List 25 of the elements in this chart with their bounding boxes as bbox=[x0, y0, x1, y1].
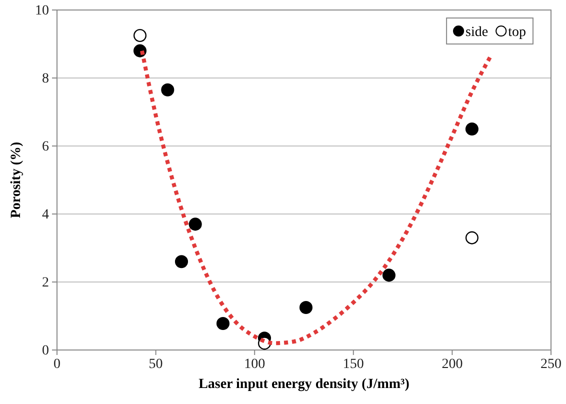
y-tick-label: 8 bbox=[42, 71, 49, 86]
x-axis-title: Laser input energy density (J/mm³) bbox=[198, 377, 410, 392]
y-tick-label: 0 bbox=[42, 343, 49, 358]
y-tick-label: 4 bbox=[42, 207, 49, 222]
y-tick-label: 2 bbox=[42, 275, 49, 290]
y-tick-label: 6 bbox=[42, 139, 49, 154]
x-tick-label: 50 bbox=[148, 356, 163, 372]
point bbox=[465, 231, 478, 244]
x-tick-label: 100 bbox=[244, 356, 266, 372]
point bbox=[133, 28, 147, 42]
point bbox=[188, 218, 202, 231]
point bbox=[299, 300, 312, 314]
legend-label: top bbox=[508, 25, 526, 40]
point bbox=[216, 316, 230, 330]
x-tick-label: 250 bbox=[540, 356, 562, 372]
x-tick-label: 0 bbox=[54, 356, 60, 372]
x-tick-label: 200 bbox=[442, 356, 463, 372]
point bbox=[161, 83, 174, 96]
point bbox=[174, 255, 188, 268]
x-tick-label: 150 bbox=[342, 356, 364, 372]
y-axis-title: Porosity (%) bbox=[9, 141, 24, 218]
point bbox=[465, 122, 478, 136]
y-tick-label: 10 bbox=[35, 3, 49, 18]
point bbox=[382, 268, 396, 282]
legend-label: side bbox=[466, 25, 488, 40]
